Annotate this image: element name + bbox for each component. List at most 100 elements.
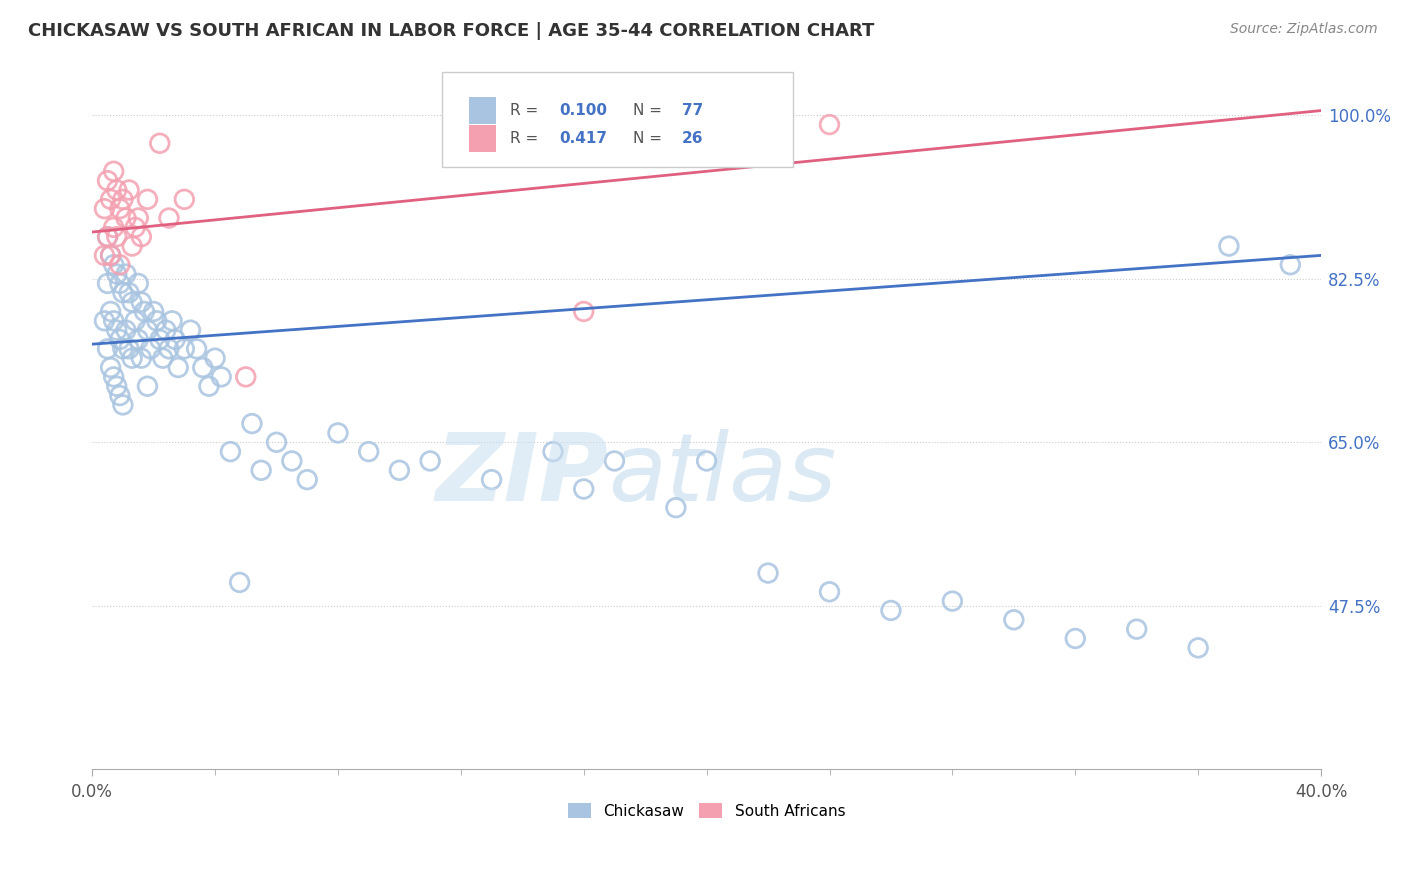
Point — [167, 360, 190, 375]
Point — [142, 304, 165, 318]
Point — [388, 463, 411, 477]
Point — [1279, 258, 1302, 272]
Point — [297, 473, 319, 487]
Point — [1125, 622, 1147, 636]
Point — [96, 229, 118, 244]
Point — [131, 351, 153, 366]
Point — [127, 211, 149, 225]
Point — [149, 136, 172, 151]
Point — [228, 575, 250, 590]
Point — [191, 360, 214, 375]
Point — [157, 342, 180, 356]
Text: N =: N = — [633, 131, 666, 146]
Point — [481, 473, 503, 487]
Point — [1064, 632, 1087, 646]
Point — [100, 192, 122, 206]
Text: N =: N = — [633, 103, 666, 118]
Point — [105, 379, 128, 393]
Point — [136, 379, 159, 393]
Point — [108, 333, 131, 347]
Point — [93, 202, 115, 216]
Point — [108, 388, 131, 402]
Point — [157, 211, 180, 225]
Point — [281, 454, 304, 468]
Point — [124, 220, 146, 235]
Text: atlas: atlas — [609, 429, 837, 520]
Point — [108, 277, 131, 291]
Point — [136, 323, 159, 337]
Point — [155, 323, 177, 337]
Bar — [470, 97, 496, 124]
Point — [127, 333, 149, 347]
Point — [105, 267, 128, 281]
Point — [266, 435, 288, 450]
Point — [603, 454, 626, 468]
Point — [103, 369, 125, 384]
Point — [179, 323, 201, 337]
Point — [115, 267, 138, 281]
Point — [121, 239, 143, 253]
Point — [818, 118, 841, 132]
Point — [209, 369, 232, 384]
Point — [103, 258, 125, 272]
Point — [173, 342, 195, 356]
Point — [124, 314, 146, 328]
Point — [131, 229, 153, 244]
Point — [136, 192, 159, 206]
Point — [134, 304, 156, 318]
Point — [96, 342, 118, 356]
Point — [96, 229, 118, 244]
Point — [127, 277, 149, 291]
Point — [240, 417, 263, 431]
Point — [1187, 640, 1209, 655]
Point — [756, 566, 779, 580]
Point — [96, 174, 118, 188]
Point — [941, 594, 963, 608]
Point — [235, 369, 257, 384]
Point — [103, 314, 125, 328]
Point — [100, 304, 122, 318]
Point — [111, 285, 134, 300]
Point — [111, 342, 134, 356]
Point — [419, 454, 441, 468]
Point — [572, 304, 595, 318]
Point — [152, 351, 174, 366]
Point — [145, 314, 167, 328]
Point — [131, 295, 153, 310]
Text: 0.417: 0.417 — [560, 131, 607, 146]
Bar — [470, 125, 496, 152]
Point — [108, 202, 131, 216]
Point — [108, 258, 131, 272]
Text: Source: ZipAtlas.com: Source: ZipAtlas.com — [1230, 22, 1378, 37]
Legend: Chickasaw, South Africans: Chickasaw, South Africans — [562, 797, 851, 825]
Point — [115, 211, 138, 225]
Point — [186, 342, 208, 356]
Point — [250, 463, 273, 477]
Point — [541, 444, 564, 458]
Text: CHICKASAW VS SOUTH AFRICAN IN LABOR FORCE | AGE 35-44 CORRELATION CHART: CHICKASAW VS SOUTH AFRICAN IN LABOR FORC… — [28, 22, 875, 40]
Point — [100, 248, 122, 262]
Point — [118, 183, 141, 197]
Point — [1002, 613, 1025, 627]
Point — [880, 603, 903, 617]
Point — [93, 248, 115, 262]
Point — [572, 482, 595, 496]
Text: R =: R = — [510, 131, 543, 146]
Point — [111, 192, 134, 206]
Text: 26: 26 — [682, 131, 703, 146]
Text: 0.100: 0.100 — [560, 103, 607, 118]
Point — [818, 584, 841, 599]
Point — [118, 285, 141, 300]
Point — [115, 323, 138, 337]
Point — [105, 183, 128, 197]
Point — [665, 500, 688, 515]
Point — [103, 164, 125, 178]
FancyBboxPatch shape — [443, 72, 793, 167]
Text: ZIP: ZIP — [436, 429, 609, 521]
Point — [160, 314, 183, 328]
Point — [198, 379, 221, 393]
Point — [357, 444, 380, 458]
Point — [118, 342, 141, 356]
Point — [173, 192, 195, 206]
Point — [165, 333, 187, 347]
